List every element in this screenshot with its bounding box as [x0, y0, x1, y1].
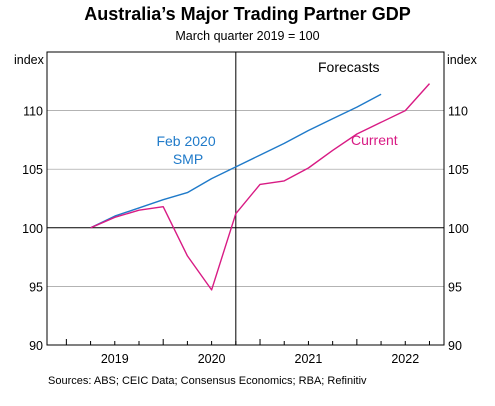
series-label-smp-line1: Feb 2020	[156, 133, 215, 149]
plot-frame	[46, 51, 445, 346]
axis-labels: 90 90 95 95 100 100 105 105 110 110 2019 2020 2021 20…	[22, 105, 469, 366]
y-tick-right-100: 100	[448, 222, 469, 236]
gridlines	[47, 110, 444, 287]
series-label-smp: Feb 2020 SMP	[156, 133, 219, 167]
y-tick-right-95: 95	[448, 280, 462, 294]
chart-subtitle: March quarter 2019 = 100	[175, 29, 320, 43]
series-line-feb-2020-smp	[90, 93, 382, 229]
series-label-smp-line2: SMP	[173, 151, 203, 167]
y-tick-left-90: 90	[29, 339, 43, 353]
x-ticks	[65, 339, 430, 345]
x-tick-label-2020: 2020	[198, 352, 226, 366]
y-tick-right-110: 110	[448, 105, 468, 119]
chart-title: Australia’s Major Trading Partner GDP	[84, 4, 411, 24]
y-axis-unit-left: index	[14, 53, 45, 67]
y-tick-right-105: 105	[448, 163, 469, 177]
y-tick-right-90: 90	[448, 339, 462, 353]
source-note: Sources: ABS; CEIC Data; Consensus Econo…	[48, 375, 367, 387]
x-tick-label-2022: 2022	[391, 352, 419, 366]
y-tick-left-95: 95	[29, 280, 43, 294]
series-lines	[90, 83, 431, 291]
y-tick-left-105: 105	[22, 163, 43, 177]
y-tick-left-100: 100	[22, 222, 43, 236]
forecasts-annotation: Forecasts	[318, 59, 379, 75]
y-tick-left-110: 110	[23, 105, 43, 119]
series-line-current	[90, 83, 431, 291]
x-tick-label-2019: 2019	[101, 352, 129, 366]
x-tick-label-2021: 2021	[295, 352, 323, 366]
series-label-current: Current	[351, 132, 398, 148]
y-axis-unit-right: index	[447, 53, 478, 67]
